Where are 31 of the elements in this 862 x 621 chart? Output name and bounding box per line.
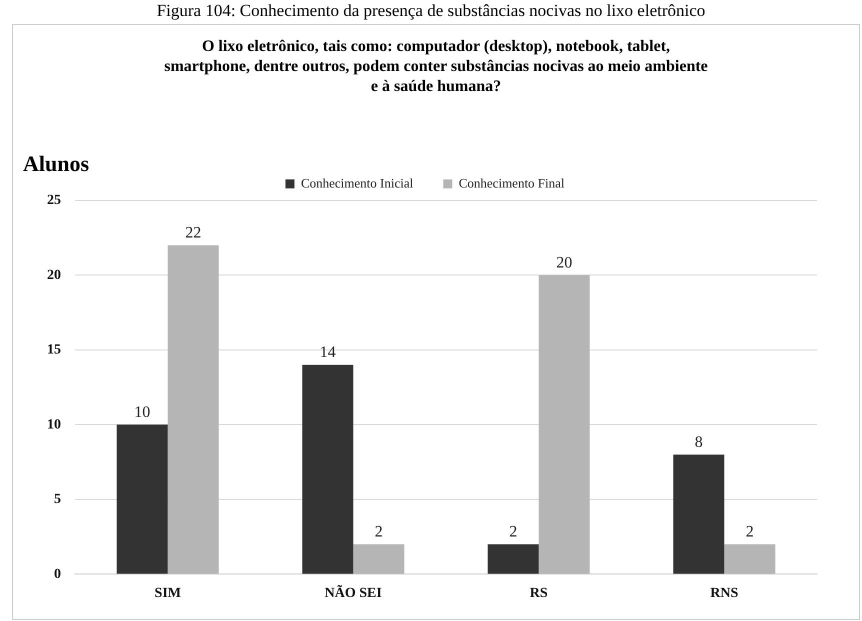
data-label: 2 [746, 524, 754, 540]
bar [724, 544, 776, 574]
bar [302, 364, 354, 574]
data-label: 22 [185, 224, 202, 242]
y-tick-label: 0 [54, 566, 61, 582]
bar [168, 245, 219, 574]
y-tick-label: 10 [47, 417, 61, 432]
data-label: 14 [320, 344, 336, 362]
data-label: 20 [556, 254, 572, 272]
text: Figura 104: Conhecimento da presença de substâncias nocivas no lixo eletrônico [156, 0, 706, 22]
bar [488, 544, 539, 574]
bar [673, 454, 724, 574]
y-tick-label: 25 [47, 193, 61, 208]
bar [353, 544, 404, 574]
data-label: 10 [134, 404, 150, 421]
x-tick-label: NÃO SEI [324, 584, 382, 602]
bar [116, 424, 168, 574]
legend-label: Conhecimento Final [458, 175, 565, 190]
data-label: 8 [694, 434, 703, 451]
y-axis-title: Alunos [23, 151, 90, 177]
y-tick-label: 15 [47, 342, 61, 358]
x-tick-label: RS [530, 586, 548, 602]
data-label: 2 [509, 524, 518, 540]
y-tick-label: 20 [47, 268, 61, 283]
bar [538, 275, 590, 574]
y-tick-label: 5 [54, 492, 61, 508]
chart-title: O lixo eletrônico, tais como: computador (desktop), notebook, tablet, smartphone, dentre outros, podem conter substâncias nocivas ao meio ambiente e à saúde humana? [163, 37, 709, 97]
legend-label: Conhecimento Inicial [300, 175, 414, 190]
x-tick-label: SIM [154, 586, 181, 602]
data-label: 2 [374, 524, 383, 540]
x-tick-label: RNS [710, 586, 738, 602]
